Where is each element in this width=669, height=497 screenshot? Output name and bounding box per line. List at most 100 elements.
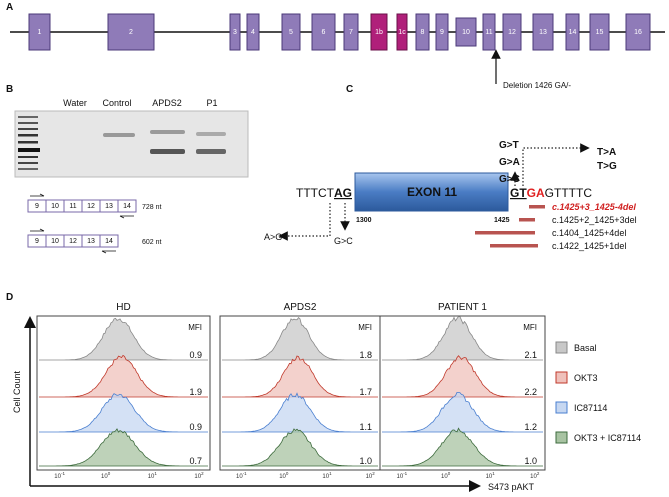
panel-label: B	[6, 84, 13, 95]
mfi-header: MFI	[188, 323, 202, 332]
x-tick-label: 100	[101, 471, 111, 480]
deletion-label: c.1425+3_1425-4del	[552, 202, 636, 212]
sequence: GTGAGTTTTC	[510, 186, 592, 200]
x-tick-label: 100	[279, 471, 289, 480]
mfi-value: 2.1	[524, 350, 537, 360]
mfi-value: 1.0	[524, 456, 537, 466]
exon	[532, 13, 554, 51]
exon-label: 5	[289, 29, 293, 36]
exon-label: 15	[596, 29, 604, 36]
x-tick-label: 10-1	[236, 471, 247, 480]
deletion-label: Deletion 1426 GA/-	[503, 81, 571, 90]
tick-exponent: 0	[108, 471, 111, 476]
histogram	[222, 355, 378, 398]
construct-exon-label: 12	[69, 238, 77, 245]
x-tick-label: 101	[322, 471, 332, 480]
construct-exon-label: 10	[51, 203, 59, 210]
construct-exon-label: 9	[35, 203, 39, 210]
sample-title: APDS2	[284, 302, 317, 313]
exon-label: 9	[440, 29, 444, 36]
tick-exponent: -1	[61, 471, 65, 476]
construct-exon-label: 13	[105, 203, 113, 210]
mutation: T>G	[597, 161, 617, 172]
tick-exponent: 2	[537, 471, 540, 476]
panel-label: C	[346, 84, 353, 95]
deletion-bar	[490, 244, 538, 248]
exon	[565, 13, 580, 51]
x-tick-label: 101	[486, 471, 496, 480]
exon	[482, 13, 496, 51]
exon-label: 3	[233, 29, 237, 36]
tick-exponent: 1	[329, 471, 332, 476]
exon-label: 1c	[398, 29, 406, 36]
histogram	[382, 355, 543, 398]
exon	[396, 13, 408, 51]
exon-label: 1	[38, 29, 42, 36]
construct-exon-label: 11	[69, 203, 76, 210]
histogram	[222, 392, 378, 433]
exon	[28, 13, 51, 51]
tick-base: 10	[486, 474, 493, 480]
construct-exon	[117, 199, 137, 213]
construct-exon-label: 12	[87, 203, 95, 210]
lane-label: P1	[206, 98, 217, 108]
exon	[625, 13, 651, 51]
plot-frame	[36, 315, 211, 471]
exon	[229, 13, 241, 51]
histogram	[382, 316, 543, 361]
exon-label: 4	[251, 29, 255, 36]
exon	[246, 13, 260, 51]
tick-exponent: 0	[448, 471, 451, 476]
exon	[589, 13, 610, 51]
construct-exon-label: 14	[105, 238, 113, 245]
x-tick-label: 100	[441, 471, 451, 480]
exon-label: 8	[421, 29, 425, 36]
exon	[281, 13, 301, 51]
histogram	[39, 317, 208, 361]
histogram	[39, 393, 208, 433]
deletion-label: c.1422_1425+1del	[552, 241, 626, 251]
exon	[370, 13, 388, 51]
tick-base: 10	[397, 474, 404, 480]
mfi-value: 0.9	[189, 422, 202, 432]
gel-bands	[18, 116, 226, 170]
legend-swatch	[555, 431, 568, 444]
x-tick-label: 102	[366, 471, 376, 480]
splice-site: GT	[510, 186, 527, 200]
tick-exponent: 1	[154, 471, 157, 476]
construct-exon-label: 14	[123, 203, 131, 210]
mutation: T>A	[597, 147, 616, 158]
histogram	[39, 354, 208, 398]
tick-exponent: 0	[286, 471, 289, 476]
x-tick-label: 10-1	[54, 471, 65, 480]
mfi-value: 1.2	[524, 422, 537, 432]
exon-label: 12	[508, 29, 516, 36]
sequence: TTTCTAG	[296, 186, 352, 200]
tick-exponent: 2	[201, 471, 204, 476]
exon-label: 7	[349, 29, 353, 36]
construct-exon-label: 10	[51, 238, 59, 245]
product-size: 728 nt	[142, 204, 162, 211]
legend-swatch	[555, 401, 568, 414]
lane-label: Control	[102, 98, 131, 108]
histogram	[39, 428, 208, 467]
mutation: A>G	[264, 232, 282, 242]
mfi-value: 1.7	[359, 387, 372, 397]
mfi-value: 0.9	[189, 350, 202, 360]
tick-base: 10	[236, 474, 243, 480]
x-tick-label: 101	[148, 471, 158, 480]
tick-base: 10	[441, 474, 448, 480]
tick-base: 10	[279, 474, 286, 480]
sequence: GTTTTC	[545, 186, 593, 200]
exon	[311, 13, 336, 51]
exon-box	[354, 172, 509, 212]
tick-base: 10	[101, 474, 108, 480]
sequence: TTTCT	[296, 186, 335, 200]
mfi-value: 1.0	[359, 456, 372, 466]
tick-exponent: -1	[243, 471, 247, 476]
tick-base: 10	[366, 474, 373, 480]
x-axis-label: S473 pAKT	[488, 482, 535, 492]
deletion-bar	[519, 218, 535, 222]
splice-site: AG	[334, 186, 352, 200]
